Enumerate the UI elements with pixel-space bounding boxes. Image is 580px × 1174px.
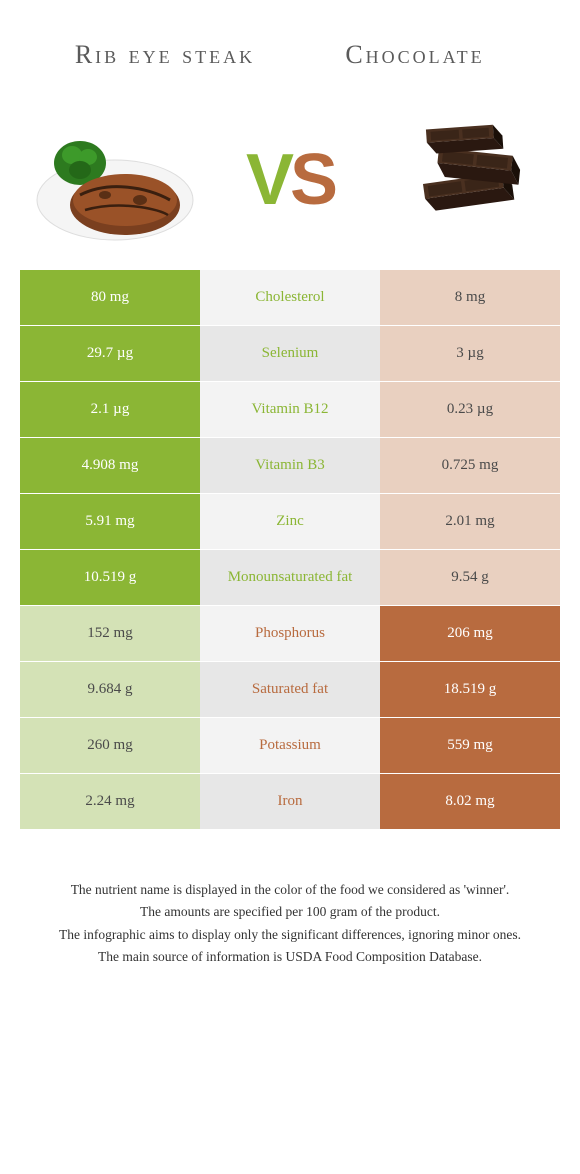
- left-value: 80 mg: [20, 270, 200, 325]
- right-value: 0.23 µg: [380, 382, 560, 437]
- footnote-line: The main source of information is USDA F…: [40, 947, 540, 967]
- nutrient-name: Cholesterol: [200, 270, 380, 325]
- nutrient-name: Saturated fat: [200, 662, 380, 717]
- footnote-line: The nutrient name is displayed in the co…: [40, 880, 540, 900]
- footnote-line: The amounts are specified per 100 gram o…: [40, 902, 540, 922]
- left-food-image: [30, 105, 200, 255]
- nutrient-name: Vitamin B3: [200, 438, 380, 493]
- right-value: 206 mg: [380, 606, 560, 661]
- nutrient-name: Monounsaturated fat: [200, 550, 380, 605]
- left-value: 5.91 mg: [20, 494, 200, 549]
- table-row: 4.908 mgVitamin B30.725 mg: [20, 438, 560, 494]
- footnotes: The nutrient name is displayed in the co…: [0, 850, 580, 967]
- left-food-title: Rib eye steak: [40, 41, 290, 70]
- table-row: 2.24 mgIron8.02 mg: [20, 774, 560, 830]
- left-value: 29.7 µg: [20, 326, 200, 381]
- left-value: 2.1 µg: [20, 382, 200, 437]
- table-row: 80 mgCholesterol8 mg: [20, 270, 560, 326]
- table-row: 152 mgPhosphorus206 mg: [20, 606, 560, 662]
- vs-v: V: [246, 140, 290, 220]
- left-value: 152 mg: [20, 606, 200, 661]
- comparison-table: 80 mgCholesterol8 mg29.7 µgSelenium3 µg2…: [20, 270, 560, 830]
- right-value: 0.725 mg: [380, 438, 560, 493]
- nutrient-name: Vitamin B12: [200, 382, 380, 437]
- nutrient-name: Phosphorus: [200, 606, 380, 661]
- nutrient-name: Potassium: [200, 718, 380, 773]
- nutrient-name: Selenium: [200, 326, 380, 381]
- right-value: 2.01 mg: [380, 494, 560, 549]
- right-value: 8.02 mg: [380, 774, 560, 829]
- left-value: 9.684 g: [20, 662, 200, 717]
- table-row: 29.7 µgSelenium3 µg: [20, 326, 560, 382]
- vs-s: S: [290, 140, 334, 220]
- table-row: 5.91 mgZinc2.01 mg: [20, 494, 560, 550]
- vs-label: VS: [246, 139, 334, 221]
- table-row: 10.519 gMonounsaturated fat9.54 g: [20, 550, 560, 606]
- table-row: 9.684 gSaturated fat18.519 g: [20, 662, 560, 718]
- right-value: 559 mg: [380, 718, 560, 773]
- right-value: 8 mg: [380, 270, 560, 325]
- right-value: 9.54 g: [380, 550, 560, 605]
- header: Rib eye steak Chocolate: [0, 0, 580, 100]
- nutrient-name: Iron: [200, 774, 380, 829]
- left-value: 10.519 g: [20, 550, 200, 605]
- right-food-title: Chocolate: [290, 40, 540, 70]
- right-value: 3 µg: [380, 326, 560, 381]
- footnote-line: The infographic aims to display only the…: [40, 925, 540, 945]
- images-row: VS: [0, 100, 580, 260]
- right-food-image: [380, 105, 550, 255]
- nutrient-name: Zinc: [200, 494, 380, 549]
- table-row: 2.1 µgVitamin B120.23 µg: [20, 382, 560, 438]
- left-value: 2.24 mg: [20, 774, 200, 829]
- left-value: 260 mg: [20, 718, 200, 773]
- left-value: 4.908 mg: [20, 438, 200, 493]
- table-row: 260 mgPotassium559 mg: [20, 718, 560, 774]
- right-value: 18.519 g: [380, 662, 560, 717]
